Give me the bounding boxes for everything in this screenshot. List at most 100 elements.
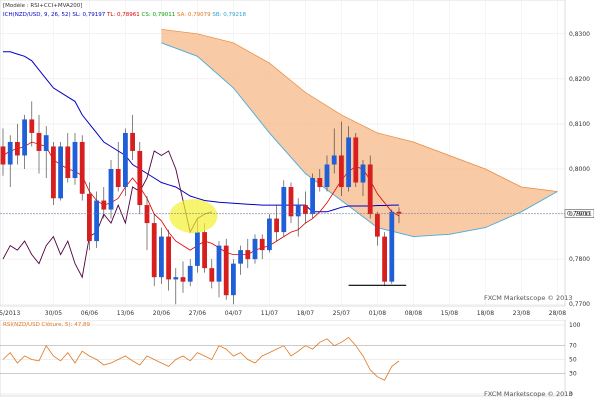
candle-body <box>331 155 337 165</box>
chart-header: [Modèle : RSI+CCI+MVA200] <box>3 2 82 9</box>
candle-body <box>231 263 236 296</box>
last-price-box <box>564 209 594 218</box>
candle-body <box>7 141 13 165</box>
rsi-y-tick-label: 0 <box>569 391 573 398</box>
ichimoku-price-chart: 0,79011 0,8300 0,8200 0,8100 0,8000 0,7900 0,… <box>0 0 594 317</box>
candle-body <box>259 238 265 251</box>
candle-body <box>252 238 258 260</box>
candle-body <box>87 193 92 242</box>
rsi-y-tick-label: 30 <box>569 370 577 377</box>
y-tick-label: 0,7700 <box>569 301 590 308</box>
candle-body <box>195 232 200 266</box>
candle-body <box>274 218 279 233</box>
rsi-y-tick-label: 70 <box>569 343 577 350</box>
rsi-plot-area <box>0 320 566 397</box>
candle-body <box>375 214 380 237</box>
ichimoku-cloud <box>161 29 558 237</box>
rsi-title: RSI(NZD/USD Clôture, 5): 47,89 <box>3 321 90 328</box>
candle-body <box>238 250 243 264</box>
candle-body <box>367 164 373 215</box>
rsi-panel: 100 70 50 30 0 RSI(NZD/USD Clôture, 5): 47,8… <box>0 320 594 400</box>
rsi-line <box>2 336 400 381</box>
candle-body <box>65 146 71 179</box>
candle-body <box>144 205 150 224</box>
x-tick-label: 08/08 <box>405 310 422 317</box>
x-tick-label: 01/08 <box>369 310 386 317</box>
candle-body <box>382 236 387 282</box>
senkou-span-a-line <box>161 28 558 192</box>
candle-body <box>202 232 207 269</box>
last-price-label: 0,79011 <box>567 211 592 218</box>
y-tick-label: 0,8300 <box>569 31 590 38</box>
x-tick-label: 20/06 <box>153 310 170 317</box>
chikou-span-line <box>2 150 212 279</box>
candle-body <box>123 132 128 188</box>
candle-body <box>353 137 359 183</box>
rsi-y-tick-label: 50 <box>569 357 577 364</box>
candle-body <box>101 200 107 210</box>
candle-body <box>187 265 193 282</box>
y-tick-label: 0,8200 <box>569 76 590 83</box>
candle-body <box>245 250 251 260</box>
legend-part-3: CS: 0,79011 <box>142 12 177 18</box>
x-tick-label: 06/06 <box>81 310 98 317</box>
candle-body <box>209 268 215 282</box>
candle-body <box>29 119 35 133</box>
candle-body <box>396 211 402 214</box>
y-tick-label: 0,8100 <box>569 121 590 128</box>
legend-part-2: TL: 0,78961 <box>106 12 142 18</box>
candle-body <box>130 132 135 151</box>
candle-body <box>166 236 171 280</box>
y-tick-label: 0,7900 <box>569 211 590 218</box>
x-tick-label: 04/07 <box>225 310 242 317</box>
x-tick-label: 13/06 <box>117 310 134 317</box>
candle-body <box>346 137 351 188</box>
legend-part-4: SA: 0,79079 <box>177 12 212 18</box>
highlight-ellipse <box>169 199 218 234</box>
kijun-sen-line <box>3 51 399 213</box>
candle-body <box>36 132 42 151</box>
x-tick-label: 21/05/2013 <box>0 310 20 317</box>
candle-body <box>15 141 20 156</box>
plot-area <box>0 0 566 307</box>
candle-body <box>180 277 186 282</box>
indicator-legend: ICH(NZD/USD, 9, 26, 52) SL: 0,79197 TL: … <box>3 12 246 18</box>
rsi-y-tick-label: 100 <box>569 322 581 329</box>
candle-body <box>43 135 49 151</box>
watermark: FXCM Marketscope © 2013 <box>484 294 573 302</box>
candle-body <box>324 164 330 188</box>
x-tick-label: 11/07 <box>261 310 278 317</box>
candle-body <box>223 245 229 296</box>
x-tick-label: 28/08 <box>549 310 566 317</box>
candle-body <box>267 218 272 251</box>
candle-body <box>173 277 179 280</box>
senkou-span-b-line <box>161 42 558 238</box>
x-tick-label: 18/08 <box>477 310 494 317</box>
x-tick-label: 15/08 <box>441 310 458 317</box>
candle-body <box>216 245 222 282</box>
y-tick-label: 0,7800 <box>569 256 590 263</box>
candle-body <box>94 200 99 242</box>
candle-body <box>360 164 366 183</box>
candle-body <box>317 178 323 188</box>
candle-body <box>303 205 308 215</box>
candle-body <box>58 146 63 199</box>
x-tick-label: 18/07 <box>297 310 314 317</box>
candle-body <box>108 168 114 210</box>
candle-body <box>0 146 6 165</box>
candle-body <box>22 119 27 156</box>
candle-body <box>51 146 56 199</box>
candle-body <box>79 141 85 194</box>
x-tick-label: 30/05 <box>45 310 62 317</box>
candle-body <box>159 236 164 278</box>
candle-body <box>281 187 287 233</box>
x-tick-label: 25/07 <box>333 310 350 317</box>
x-tick-label: 23/08 <box>513 310 530 317</box>
candle-body <box>339 155 344 188</box>
legend-part-0: ICH(NZD/USD, 9, 26, 52) <box>3 12 72 18</box>
candle-body <box>72 141 78 179</box>
y-tick-label: 0,8000 <box>569 166 590 173</box>
candle-body <box>115 168 121 188</box>
candle-body <box>310 178 315 215</box>
legend-part-1: SL: 0,79197 <box>72 12 107 18</box>
